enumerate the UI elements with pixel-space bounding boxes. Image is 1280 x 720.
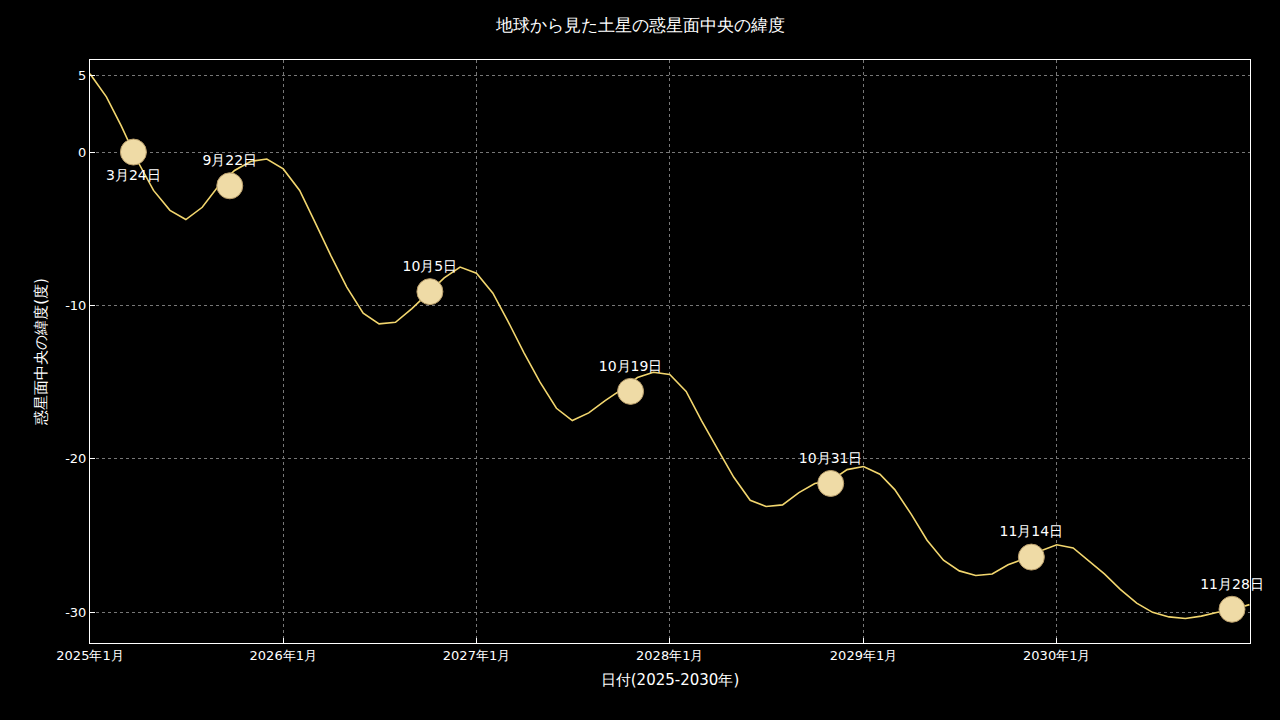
svg-text:11月28日: 11月28日	[1200, 576, 1264, 592]
svg-text:日付(2025-2030年): 日付(2025-2030年)	[601, 671, 739, 689]
svg-text:2028年1月: 2028年1月	[636, 648, 703, 663]
svg-text:2026年1月: 2026年1月	[250, 648, 317, 663]
svg-text:5: 5	[78, 68, 86, 83]
svg-text:-20: -20	[65, 451, 86, 466]
svg-text:-30: -30	[65, 605, 86, 620]
svg-text:10月31日: 10月31日	[799, 450, 863, 466]
svg-text:惑星面中央の緯度(度): 惑星面中央の緯度(度)	[32, 278, 50, 426]
svg-text:地球から見た土星の惑星面中央の緯度: 地球から見た土星の惑星面中央の緯度	[495, 15, 785, 35]
svg-text:-10: -10	[65, 298, 86, 313]
svg-text:2030年1月: 2030年1月	[1023, 648, 1090, 663]
svg-text:0: 0	[78, 145, 86, 160]
svg-text:2025年1月: 2025年1月	[56, 648, 123, 663]
svg-text:2029年1月: 2029年1月	[830, 648, 897, 663]
svg-text:11月14日: 11月14日	[1000, 523, 1064, 539]
svg-text:3月24日: 3月24日	[106, 167, 161, 183]
svg-text:9月22日: 9月22日	[202, 152, 257, 168]
svg-text:10月5日: 10月5日	[403, 258, 458, 274]
svg-text:2027年1月: 2027年1月	[443, 648, 510, 663]
svg-text:10月19日: 10月19日	[599, 358, 663, 374]
